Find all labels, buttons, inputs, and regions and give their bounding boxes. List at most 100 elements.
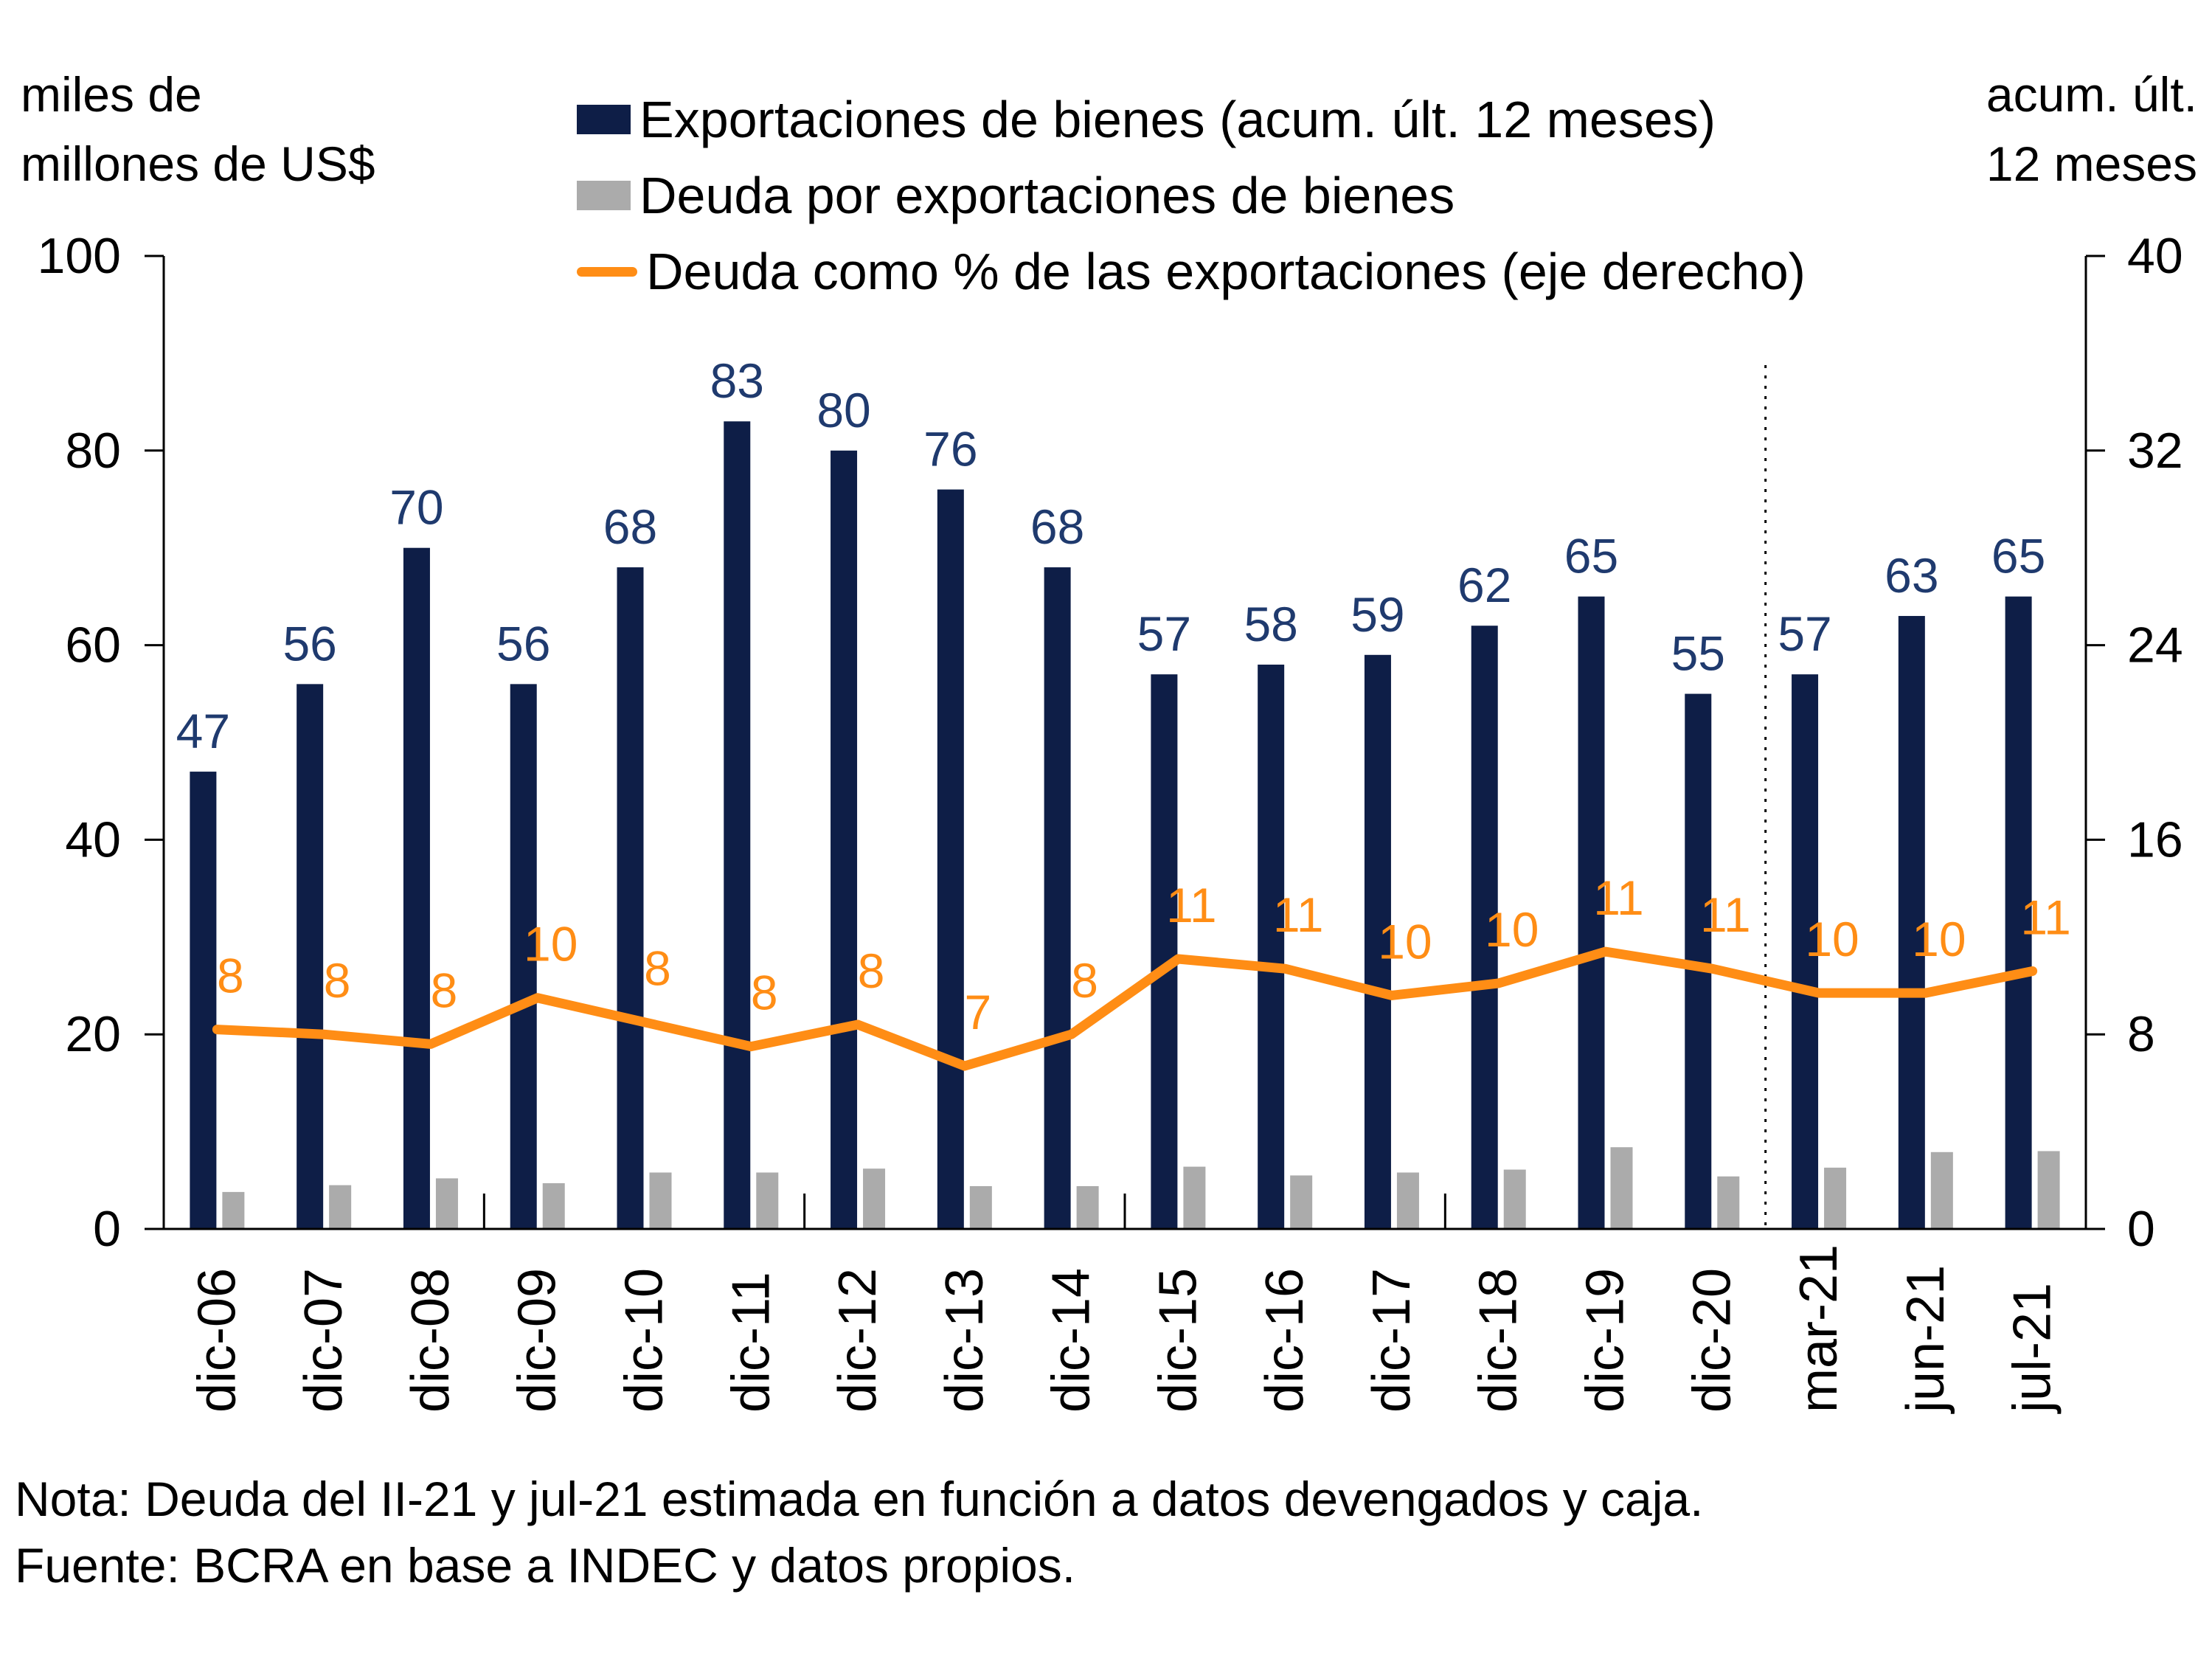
bar-value-label-dic-06: 47 [176, 704, 230, 758]
note-line: Nota: Deuda del II-21 y jul-21 estimada … [15, 1472, 1704, 1526]
right-axis-tick-label: 40 [2127, 228, 2183, 284]
bar-exportaciones-dic-19 [1578, 596, 1605, 1229]
bar-deuda-jun-21 [1930, 1151, 1953, 1229]
left-axis-unit-line2: millones de US$ [21, 136, 375, 191]
x-axis-label-dic-13: dic-13 [935, 1268, 994, 1413]
x-axis-label-dic-14: dic-14 [1042, 1268, 1101, 1413]
bar-exportaciones-dic-12 [831, 450, 858, 1229]
source-line: Fuente: BCRA en base a INDEC y datos pro… [15, 1537, 1076, 1593]
bar-value-label-dic-07: 56 [282, 616, 336, 671]
bar-deuda-dic-10 [649, 1172, 672, 1229]
bar-deuda-dic-19 [1610, 1147, 1633, 1229]
bar-value-label-dic-18: 62 [1457, 558, 1511, 612]
x-axis-label-dic-06: dic-06 [187, 1268, 246, 1413]
bar-exportaciones-dic-17 [1364, 654, 1391, 1229]
legend-swatch-deuda [577, 181, 631, 210]
legend-label-deuda-pct: Deuda como % de las exportaciones (eje d… [646, 243, 1806, 300]
bar-exportaciones-jun-21 [1898, 616, 1925, 1229]
bar-value-label-dic-17: 59 [1351, 587, 1404, 642]
bar-exportaciones-dic-06 [190, 772, 217, 1229]
pct-value-label-dic-16: 11 [1273, 887, 1324, 942]
left-axis-unit-line1: miles de [21, 67, 202, 122]
bar-exportaciones-dic-07 [297, 684, 324, 1229]
bar-deuda-dic-14 [1076, 1185, 1099, 1229]
right-axis-tick-label: 24 [2127, 617, 2183, 673]
bar-exportaciones-jul-21 [2005, 596, 2032, 1229]
bar-deuda-dic-08 [435, 1178, 458, 1229]
bar-deuda-dic-16 [1290, 1175, 1313, 1229]
bar-deuda-dic-07 [329, 1185, 352, 1229]
bar-value-label-dic-13: 76 [923, 422, 977, 477]
bar-value-label-jul-21: 65 [1991, 529, 2045, 583]
bar-value-label-dic-20: 55 [1671, 626, 1725, 681]
right-axis-unit-line1: acum. últ. [1986, 67, 2197, 122]
legend-label-deuda: Deuda por exportaciones de bienes [639, 167, 1455, 224]
left-axis-tick-label: 100 [38, 228, 121, 284]
bar-value-label-dic-14: 68 [1030, 499, 1084, 554]
right-axis-tick-label: 32 [2127, 423, 2183, 479]
chart-notes: Nota: Deuda del II-21 y jul-21 estimada … [15, 1466, 1703, 1599]
bar-exportaciones-dic-08 [403, 547, 430, 1229]
left-axis-tick-label: 80 [65, 423, 121, 479]
legend-swatch-exportaciones [577, 105, 631, 134]
bar-exportaciones-dic-10 [617, 567, 644, 1229]
bar-exportaciones-dic-18 [1471, 626, 1498, 1229]
pct-value-label-dic-15: 11 [1166, 878, 1217, 932]
right-axis-unit-line2: 12 meses [1986, 136, 2197, 191]
legend-item-exportaciones: Exportaciones de bienes (acum. últ. 12 m… [577, 90, 1806, 149]
pct-value-label-dic-06: 8 [217, 949, 244, 1003]
bar-deuda-dic-17 [1396, 1172, 1419, 1229]
legend-label-exportaciones: Exportaciones de bienes (acum. últ. 12 m… [639, 91, 1716, 148]
x-axis-label-dic-09: dic-09 [508, 1268, 567, 1413]
x-axis-label-dic-16: dic-16 [1255, 1268, 1314, 1413]
bar-exportaciones-dic-11 [724, 421, 751, 1229]
pct-value-label-dic-08: 8 [431, 963, 458, 1017]
x-axis-label-dic-20: dic-20 [1682, 1268, 1741, 1413]
legend-item-deuda: Deuda por exportaciones de bienes [577, 166, 1806, 225]
right-axis-unit-label: acum. últ. 12 meses [1986, 60, 2197, 198]
bar-exportaciones-dic-13 [937, 489, 964, 1229]
pct-value-label-mar-21: 10 [1805, 912, 1859, 966]
x-axis-label-jun-21: jun-21 [1896, 1265, 1955, 1414]
pct-value-label-jun-21: 10 [1912, 912, 1966, 966]
pct-value-label-dic-07: 8 [324, 953, 351, 1008]
bar-value-label-dic-08: 70 [389, 480, 443, 535]
bar-deuda-dic-06 [222, 1191, 245, 1229]
pct-value-label-dic-10: 8 [644, 941, 671, 996]
x-axis-label-dic-11: dic-11 [721, 1272, 780, 1413]
bar-deuda-dic-13 [969, 1185, 992, 1229]
x-axis-label-dic-15: dic-15 [1148, 1268, 1207, 1413]
pct-value-label-dic-13: 7 [964, 985, 991, 1039]
x-axis-label-dic-19: dic-19 [1576, 1268, 1635, 1413]
x-axis-label-dic-08: dic-08 [401, 1268, 460, 1413]
pct-value-label-dic-14: 8 [1071, 953, 1098, 1008]
pct-value-label-dic-17: 10 [1378, 914, 1432, 969]
pct-value-label-dic-12: 8 [858, 943, 885, 998]
x-axis-label-dic-18: dic-18 [1469, 1268, 1528, 1413]
bar-exportaciones-dic-09 [510, 684, 537, 1229]
x-axis-label-dic-17: dic-17 [1362, 1268, 1421, 1413]
left-axis-tick-label: 60 [65, 617, 121, 673]
bar-exportaciones-mar-21 [1792, 674, 1819, 1229]
left-axis-tick-label: 20 [65, 1006, 121, 1062]
bar-exportaciones-dic-14 [1044, 567, 1071, 1229]
legend-swatch-deuda-pct-line [577, 266, 637, 277]
x-axis-label-mar-21: mar-21 [1789, 1244, 1848, 1413]
bar-value-label-dic-15: 57 [1137, 606, 1191, 661]
bar-value-label-dic-16: 58 [1244, 597, 1297, 651]
bar-value-label-dic-19: 65 [1564, 529, 1618, 583]
x-axis-label-jul-21: jul-21 [2003, 1283, 2062, 1414]
right-axis-tick-label: 16 [2127, 811, 2183, 867]
left-axis-unit-label: miles de millones de US$ [21, 60, 375, 198]
bar-value-label-dic-12: 80 [817, 383, 870, 437]
x-axis-label-dic-10: dic-10 [615, 1268, 674, 1413]
left-axis-tick-label: 40 [65, 811, 121, 867]
bar-deuda-jul-21 [2037, 1151, 2060, 1229]
bar-deuda-dic-12 [863, 1168, 886, 1229]
legend-item-deuda-pct: Deuda como % de las exportaciones (eje d… [577, 242, 1806, 301]
pct-value-label-dic-19: 11 [1593, 870, 1644, 925]
bar-deuda-dic-11 [756, 1172, 779, 1229]
bar-deuda-dic-15 [1183, 1166, 1206, 1229]
bar-deuda-dic-20 [1717, 1176, 1740, 1229]
